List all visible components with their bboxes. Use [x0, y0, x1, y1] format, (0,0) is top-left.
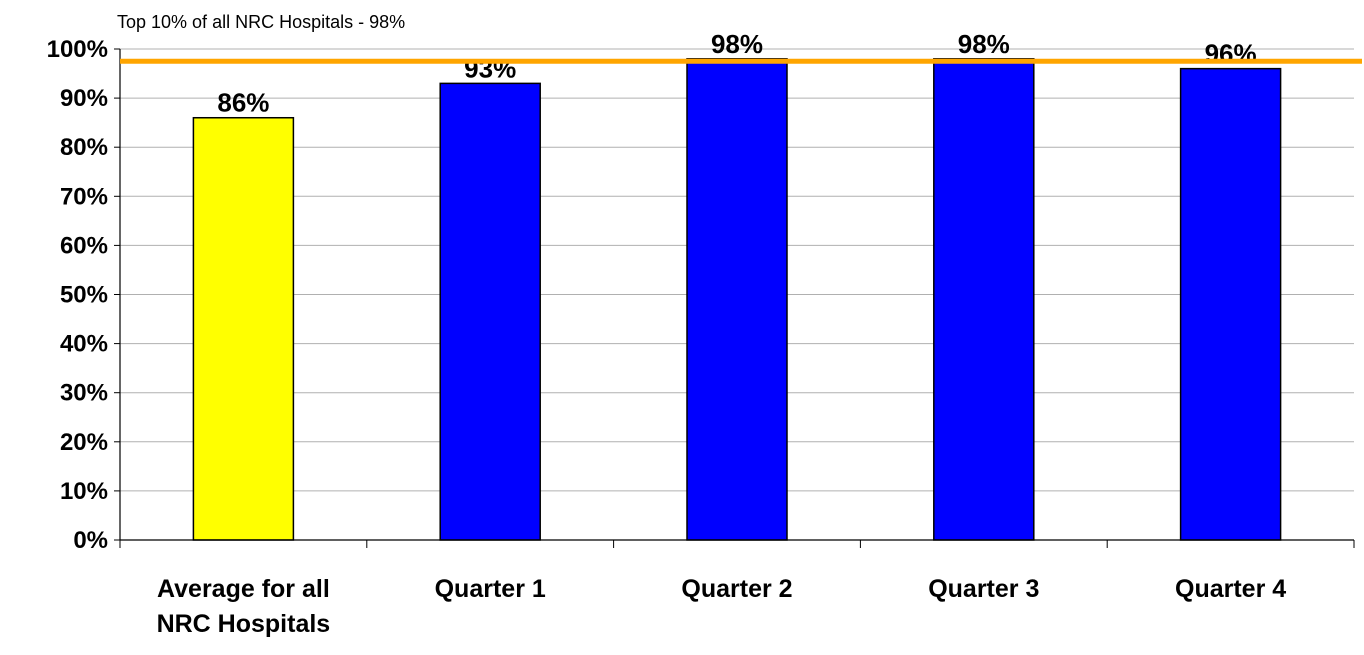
- data-label: 98%: [711, 29, 763, 59]
- data-label: 86%: [217, 88, 269, 118]
- y-tick-label: 20%: [60, 429, 108, 456]
- y-tick-label: 30%: [60, 380, 108, 407]
- bar: [1179, 67, 1282, 541]
- bar: [686, 58, 788, 541]
- reference-line-group: Top 10% of all NRC Hospitals - 98%: [117, 12, 1362, 64]
- y-tick-label: 70%: [60, 183, 108, 210]
- y-tick-label: 50%: [60, 282, 108, 309]
- data-label: 96%: [1205, 39, 1257, 69]
- y-tick-label: 100%: [47, 36, 108, 63]
- reference-line-label: Top 10% of all NRC Hospitals - 98%: [117, 12, 405, 32]
- bar: [933, 58, 1035, 541]
- x-tick-label-line: Quarter 3: [928, 575, 1039, 603]
- data-label: 98%: [958, 29, 1010, 59]
- x-tick-label: Quarter 4: [1175, 575, 1286, 603]
- bar: [192, 116, 295, 541]
- bars: [192, 58, 1282, 541]
- x-tick-label-line: Quarter 2: [681, 575, 792, 603]
- y-tick-label: 10%: [60, 478, 108, 505]
- x-tick-label-line: NRC Hospitals: [157, 610, 331, 638]
- y-tick-label: 60%: [60, 232, 108, 259]
- x-tick-label: Average for all NRC Hospitals: [157, 575, 331, 638]
- labels: 0% 10% 20% 30% 40% 50% 60% 70% 80% 90% 100% 86% Aver…: [47, 29, 1287, 638]
- y-tick-label: 80%: [60, 134, 108, 161]
- x-tick-label-line: Quarter 4: [1175, 575, 1286, 603]
- data-label: 93%: [464, 53, 516, 83]
- y-tick-label: 90%: [60, 85, 108, 112]
- axes: [114, 48, 1355, 548]
- bar: [439, 82, 541, 541]
- x-tick-label: Quarter 2: [681, 575, 792, 603]
- y-tick-label: 40%: [60, 331, 108, 358]
- x-tick-label-line: Average for all: [157, 575, 330, 603]
- x-tick-label: Quarter 3: [928, 575, 1039, 603]
- y-tick-label: 0%: [73, 527, 108, 554]
- x-tick-label: Quarter 1: [435, 575, 546, 603]
- x-tick-label-line: Quarter 1: [435, 575, 546, 603]
